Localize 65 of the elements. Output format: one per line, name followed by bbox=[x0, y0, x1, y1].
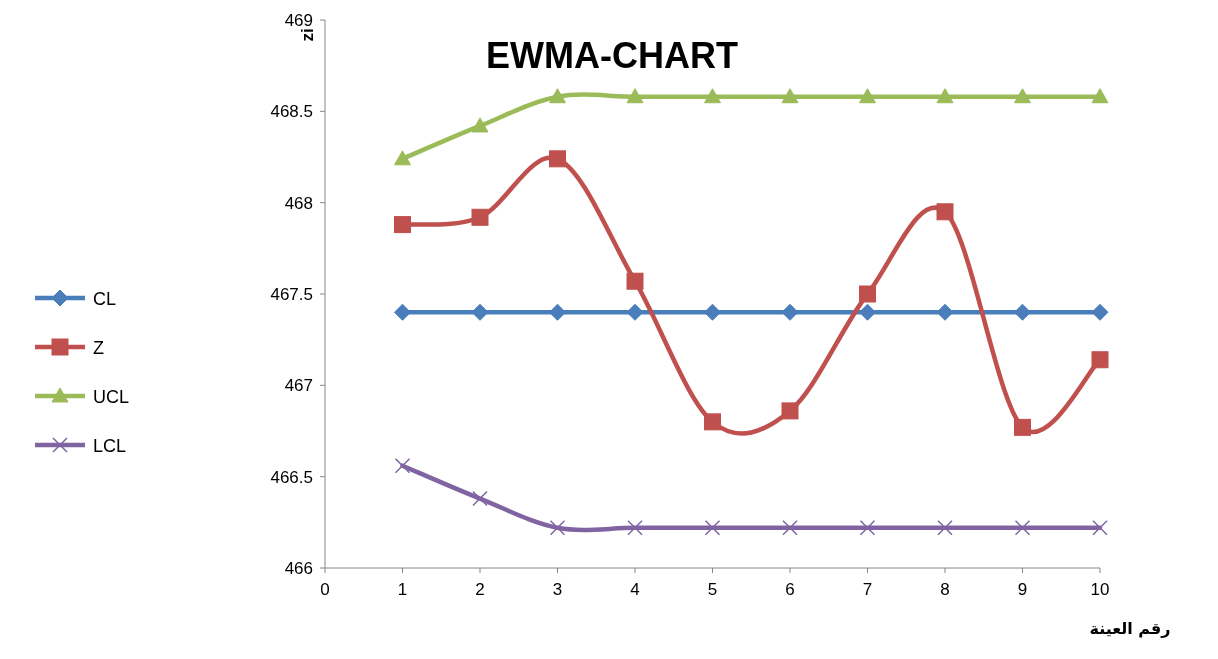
point bbox=[1092, 520, 1108, 536]
legend-label: UCL bbox=[93, 387, 130, 407]
y-tick-label: 467.5 bbox=[270, 285, 313, 304]
y-tick-label: 467 bbox=[284, 376, 313, 396]
point bbox=[704, 303, 721, 321]
point bbox=[1091, 351, 1109, 369]
point bbox=[1091, 88, 1109, 104]
point bbox=[937, 520, 953, 536]
point bbox=[626, 88, 644, 104]
point bbox=[936, 303, 954, 321]
legend-label: CL bbox=[93, 289, 117, 309]
point bbox=[394, 303, 411, 321]
point bbox=[782, 520, 798, 536]
point bbox=[471, 117, 489, 133]
point bbox=[394, 457, 411, 474]
point bbox=[394, 216, 411, 234]
y-tick-label: 468 bbox=[284, 193, 313, 213]
point bbox=[472, 490, 488, 507]
y-axis-title: zi bbox=[298, 28, 317, 42]
point bbox=[859, 285, 876, 303]
point bbox=[471, 208, 489, 226]
point bbox=[859, 520, 876, 536]
point bbox=[549, 150, 566, 168]
x-tick-label: 9 bbox=[1017, 580, 1028, 599]
point bbox=[936, 88, 954, 104]
y-tick-label: 466.5 bbox=[270, 467, 313, 487]
x-tick-label: 8 bbox=[940, 580, 950, 599]
x-tick-label: 7 bbox=[862, 580, 873, 599]
point bbox=[626, 272, 644, 290]
x-tick-label: 3 bbox=[552, 580, 563, 599]
point bbox=[1014, 303, 1031, 321]
x-tick-label: 0 bbox=[320, 580, 330, 599]
point bbox=[627, 520, 643, 536]
point bbox=[471, 303, 489, 321]
point bbox=[1014, 88, 1031, 104]
point bbox=[549, 88, 566, 104]
x-tick-label: 1 bbox=[397, 580, 408, 599]
point bbox=[704, 88, 721, 104]
point bbox=[704, 413, 721, 431]
point bbox=[1014, 418, 1031, 436]
x-axis-title: رقم العينة bbox=[1089, 619, 1171, 638]
point bbox=[626, 303, 644, 321]
point bbox=[859, 303, 876, 321]
point bbox=[936, 203, 954, 221]
legend-label: LCL bbox=[93, 436, 127, 456]
y-tick-label: 469 bbox=[284, 11, 313, 30]
point bbox=[1091, 303, 1109, 321]
legend-label: Z bbox=[93, 338, 104, 358]
y-tick-label: 466 bbox=[284, 559, 313, 578]
x-tick-label: 10 bbox=[1090, 580, 1110, 599]
x-tick-label: 6 bbox=[785, 580, 795, 599]
point bbox=[394, 150, 411, 166]
point bbox=[549, 303, 566, 321]
point bbox=[781, 303, 799, 321]
point bbox=[1014, 520, 1031, 536]
x-tick-label: 4 bbox=[630, 580, 640, 599]
point bbox=[549, 520, 566, 536]
x-tick-label: 2 bbox=[475, 580, 485, 599]
point bbox=[781, 88, 799, 104]
chart-title: EWMA-CHART bbox=[486, 35, 738, 76]
point bbox=[704, 520, 721, 536]
y-tick-label: 468.5 bbox=[270, 102, 313, 122]
point bbox=[781, 402, 799, 420]
point bbox=[859, 88, 876, 104]
x-tick-label: 5 bbox=[707, 580, 718, 599]
